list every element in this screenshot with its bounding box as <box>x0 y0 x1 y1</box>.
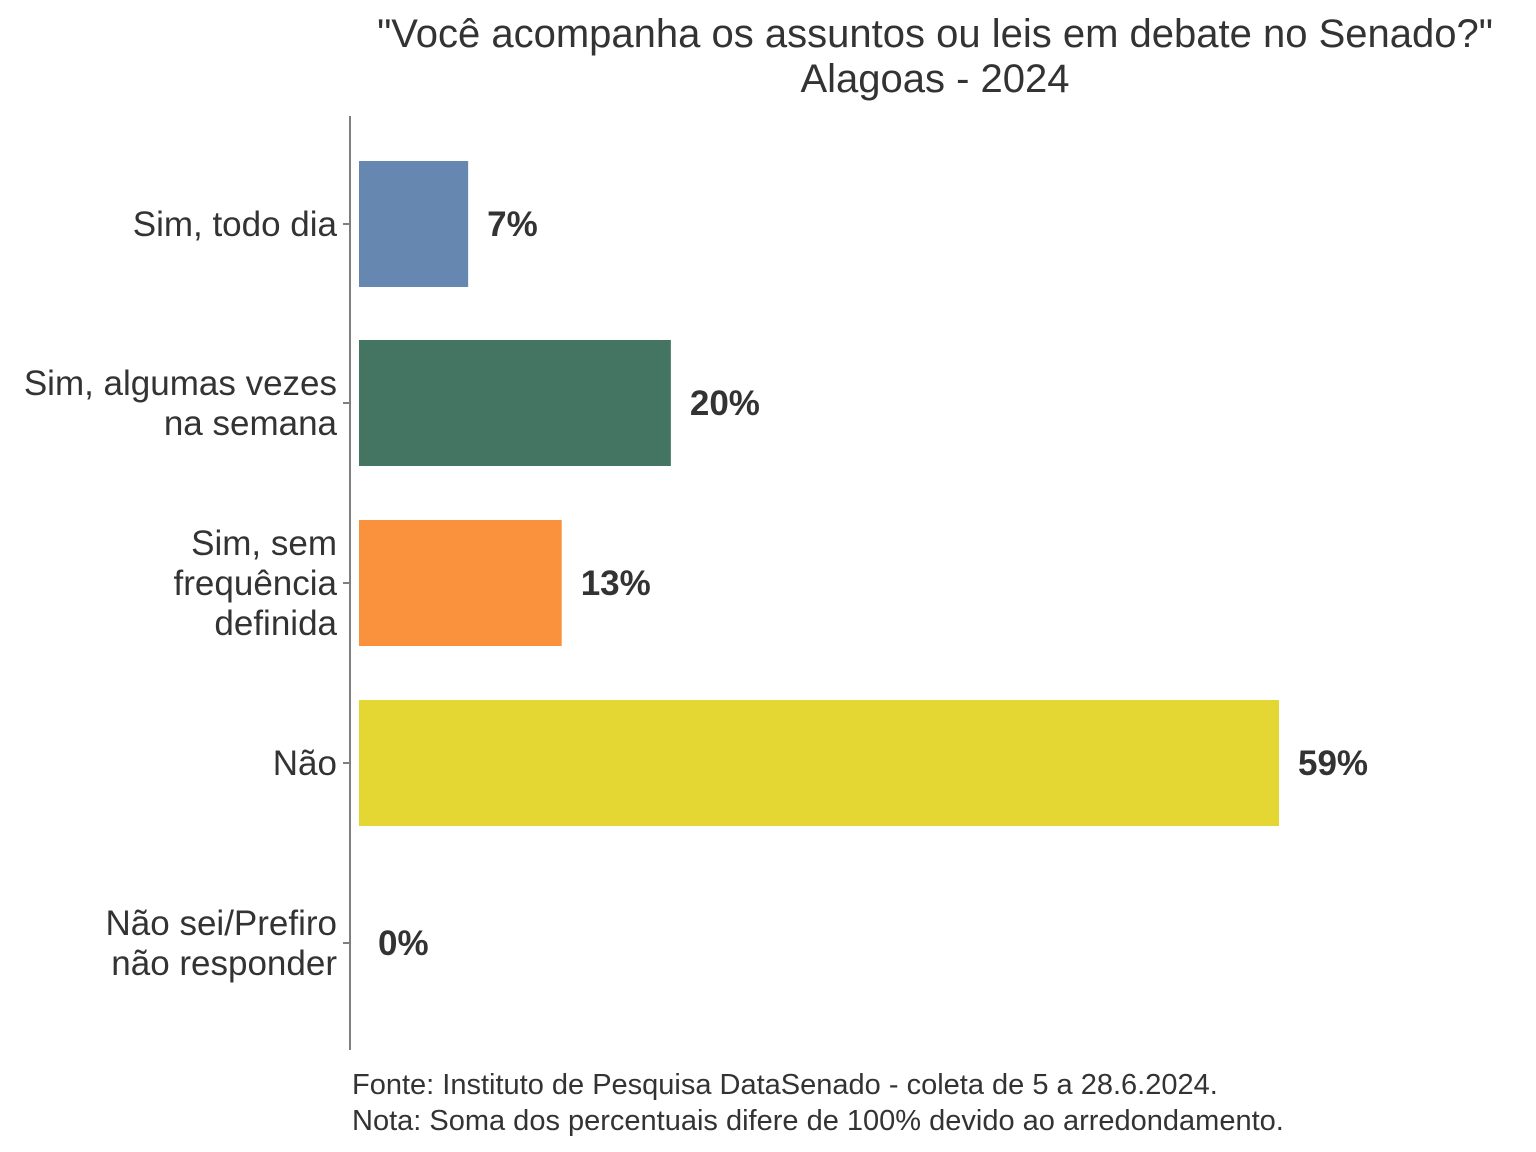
caption-note: Nota: Soma dos percentuais difere de 100… <box>352 1105 1284 1137</box>
data-label-4: 0% <box>378 924 429 963</box>
bar-3 <box>359 700 1279 826</box>
y-tick-label-line: Sim, todo dia <box>133 205 338 244</box>
y-tick-label-0: Sim, todo dia <box>133 205 338 244</box>
y-tick-label-line: Sim, sem <box>191 524 337 563</box>
y-tick-label-1: Sim, algumas vezes na semana <box>24 364 338 443</box>
y-tick-label-line: Não <box>273 744 337 783</box>
bar-1 <box>359 340 671 466</box>
y-tick-label-line: não responder <box>111 944 337 983</box>
chart-title: "Você acompanha os assuntos ou leis em d… <box>377 12 1493 56</box>
bar-0 <box>359 161 469 287</box>
y-tick-label-line: Não sei/Prefiro <box>106 904 337 943</box>
y-tick-label-4: Não sei/Prefiro não responder <box>106 904 338 983</box>
data-label-0: 7% <box>487 205 538 244</box>
y-tick-label-3: Não <box>273 744 337 783</box>
chart-subtitle: Alagoas - 2024 <box>800 57 1070 101</box>
y-tick-label-line: na semana <box>164 404 338 443</box>
data-label-2: 13% <box>581 564 651 603</box>
y-tick-label-line: definida <box>214 604 337 643</box>
caption-source: Fonte: Instituto de Pesquisa DataSenado … <box>352 1069 1218 1101</box>
bar-2 <box>359 520 562 646</box>
y-tick-label-line: Sim, algumas vezes <box>24 364 337 403</box>
data-label-1: 20% <box>690 384 760 423</box>
data-label-3: 59% <box>1298 744 1368 783</box>
y-tick-label-2: Sim, sem frequência definida <box>174 524 338 643</box>
y-tick-label-line: frequência <box>174 564 338 603</box>
